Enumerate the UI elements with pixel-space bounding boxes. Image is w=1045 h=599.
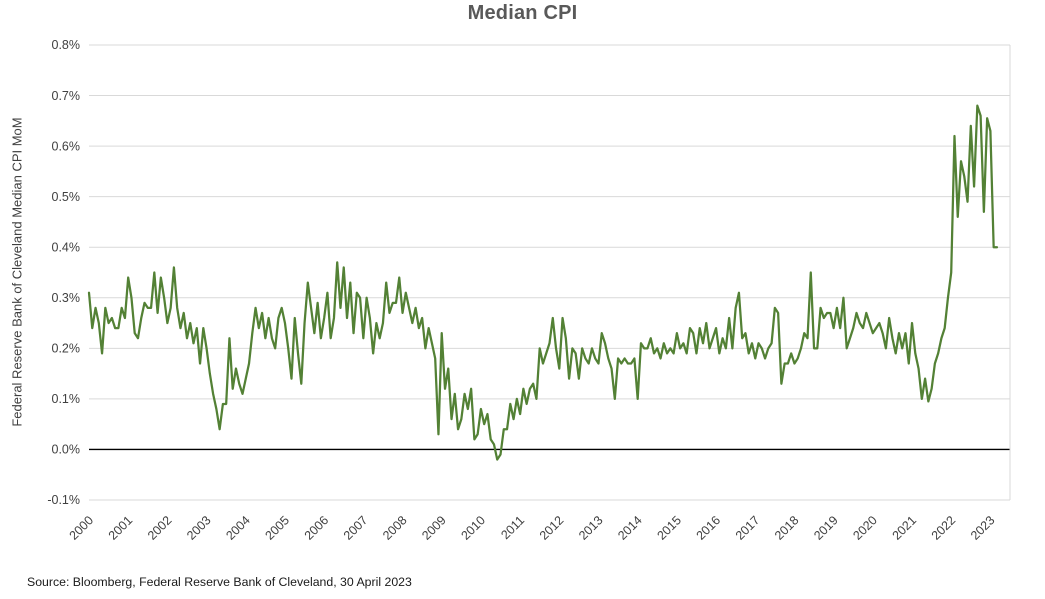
y-axis-tick-label: 0.7% — [52, 89, 81, 103]
x-axis-tick-label: 2010 — [458, 513, 488, 543]
y-axis-tick-label: 0.5% — [52, 190, 81, 204]
x-axis-tick-label: 2005 — [263, 513, 293, 543]
x-axis-tick-label: 2020 — [850, 513, 880, 543]
y-axis-tick-label: -0.1% — [47, 493, 80, 507]
y-axis-tick-label: 0.0% — [52, 443, 81, 457]
x-axis-tick-label: 2003 — [184, 513, 214, 543]
x-axis-tick-label: 2011 — [498, 513, 527, 542]
y-axis-title: Federal Reserve Bank of Cleveland Median… — [9, 117, 25, 427]
y-axis-tick-label: 0.8% — [52, 38, 81, 52]
y-axis-tick-label: 0.6% — [52, 139, 81, 153]
x-axis-tick-label: 2008 — [380, 513, 410, 543]
y-axis-tick-label: 0.3% — [52, 291, 81, 305]
source-note: Source: Bloomberg, Federal Reserve Bank … — [27, 575, 412, 589]
x-axis-tick-label: 2000 — [67, 513, 97, 543]
x-axis-tick-label: 2016 — [694, 513, 724, 543]
median-cpi-line — [87, 104, 999, 461]
y-axis-tick-label: 0.4% — [52, 240, 81, 254]
y-axis-tick-label: 0.1% — [52, 392, 81, 406]
x-axis-tick-label: 2004 — [223, 513, 253, 543]
x-axis-tick-label: 2006 — [302, 513, 332, 543]
y-axis-tick-label: 0.2% — [52, 342, 81, 356]
x-axis-tick-label: 2017 — [733, 513, 763, 543]
x-axis-tick-label: 2007 — [341, 513, 371, 543]
x-axis-tick-label: 2018 — [772, 513, 802, 543]
x-axis-tick-label: 2015 — [654, 513, 684, 543]
x-axis-tick-label: 2014 — [615, 513, 645, 543]
x-axis-tick-label: 2001 — [106, 513, 136, 543]
x-axis-tick-label: 2002 — [145, 513, 175, 543]
x-axis-tick-label: 2023 — [968, 513, 998, 543]
x-axis-tick-label: 2009 — [419, 513, 449, 543]
x-axis-tick-label: 2012 — [537, 513, 567, 543]
x-axis-tick-label: 2019 — [811, 513, 841, 543]
chart-title: Median CPI — [467, 2, 578, 24]
x-axis-tick-label: 2013 — [576, 513, 606, 543]
x-axis-tick-label: 2021 — [890, 513, 920, 543]
x-axis-tick-label: 2022 — [929, 513, 959, 543]
